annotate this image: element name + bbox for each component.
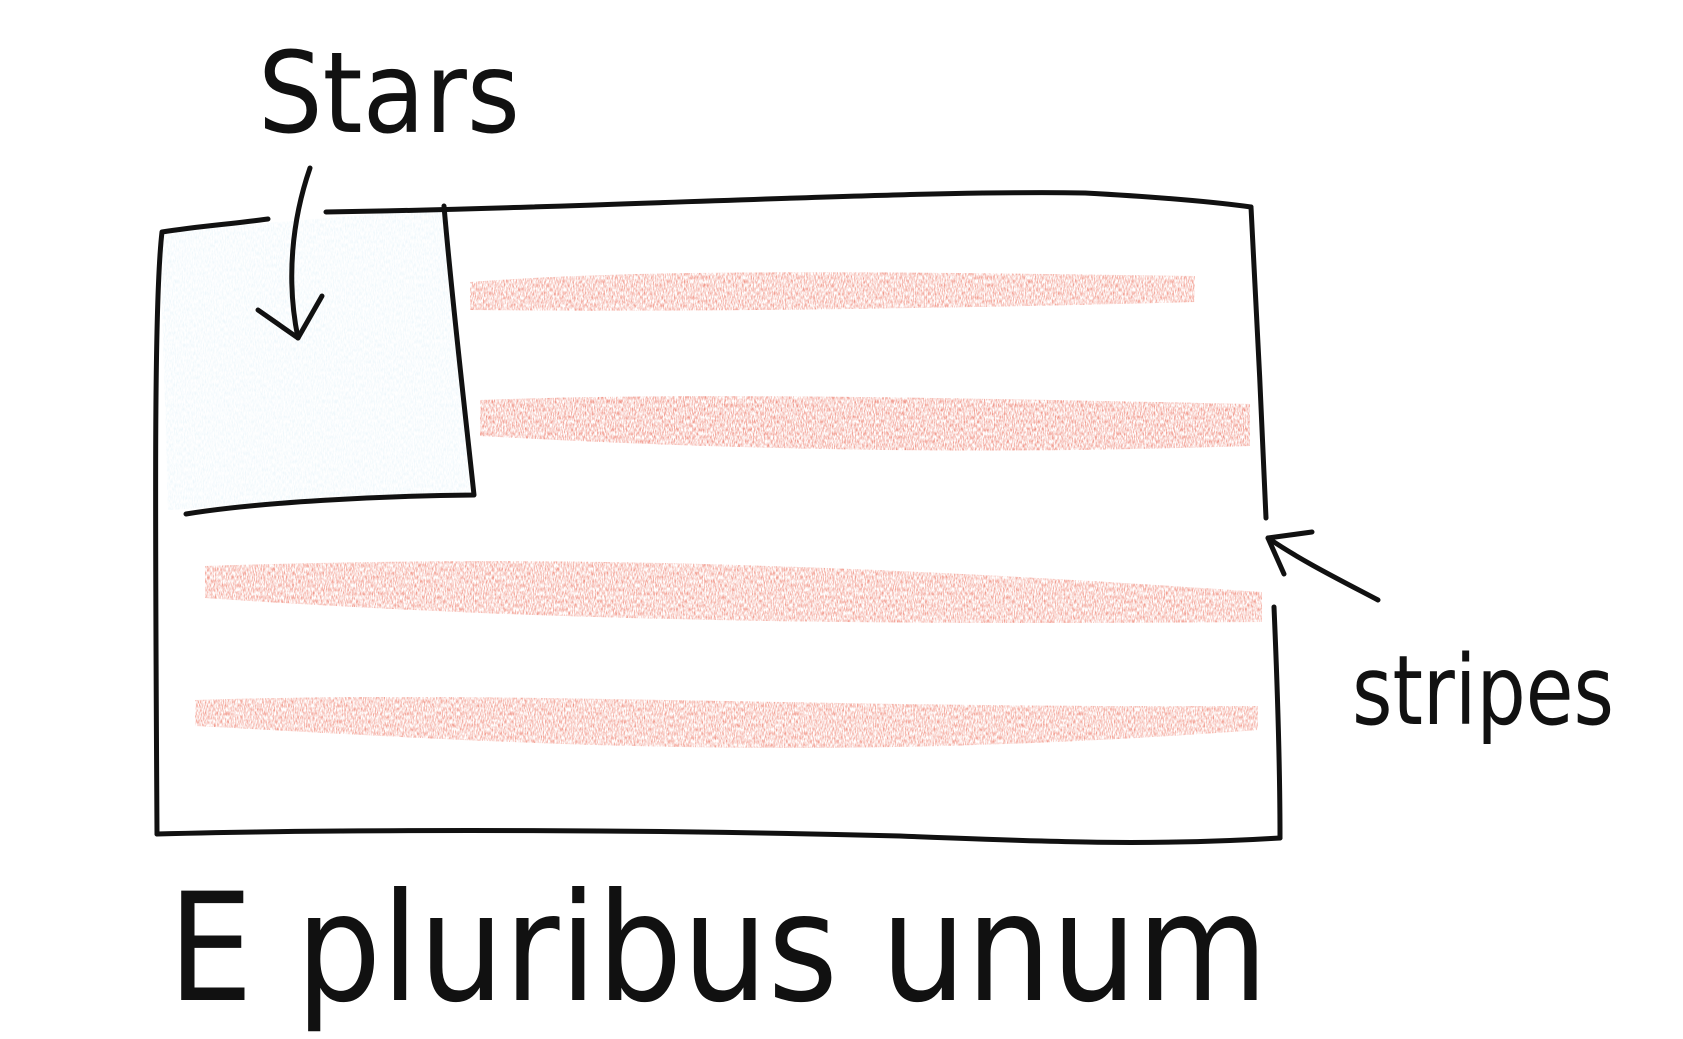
arrow-down-icon — [255, 165, 325, 341]
motto-text: E pluribus unum — [168, 862, 1268, 1036]
stripes-label: stripes — [1352, 635, 1614, 747]
stars-label: Stars — [258, 29, 520, 159]
flag-outline-left-top — [153, 216, 271, 837]
stripe-2 — [480, 396, 1250, 451]
flag-outline-right-upper — [1248, 204, 1269, 521]
stripes-group — [195, 272, 1262, 748]
canton-fill — [160, 208, 470, 510]
arrow-up-left-icon — [1265, 529, 1381, 603]
flag-outline-top — [323, 190, 1254, 215]
canton-outline — [183, 203, 477, 517]
flag-outline-bottom — [154, 828, 1283, 845]
stripe-1 — [470, 272, 1195, 311]
stripe-3 — [205, 561, 1262, 623]
stripe-4 — [195, 696, 1258, 748]
flag-outline-right-lower — [1271, 604, 1283, 841]
